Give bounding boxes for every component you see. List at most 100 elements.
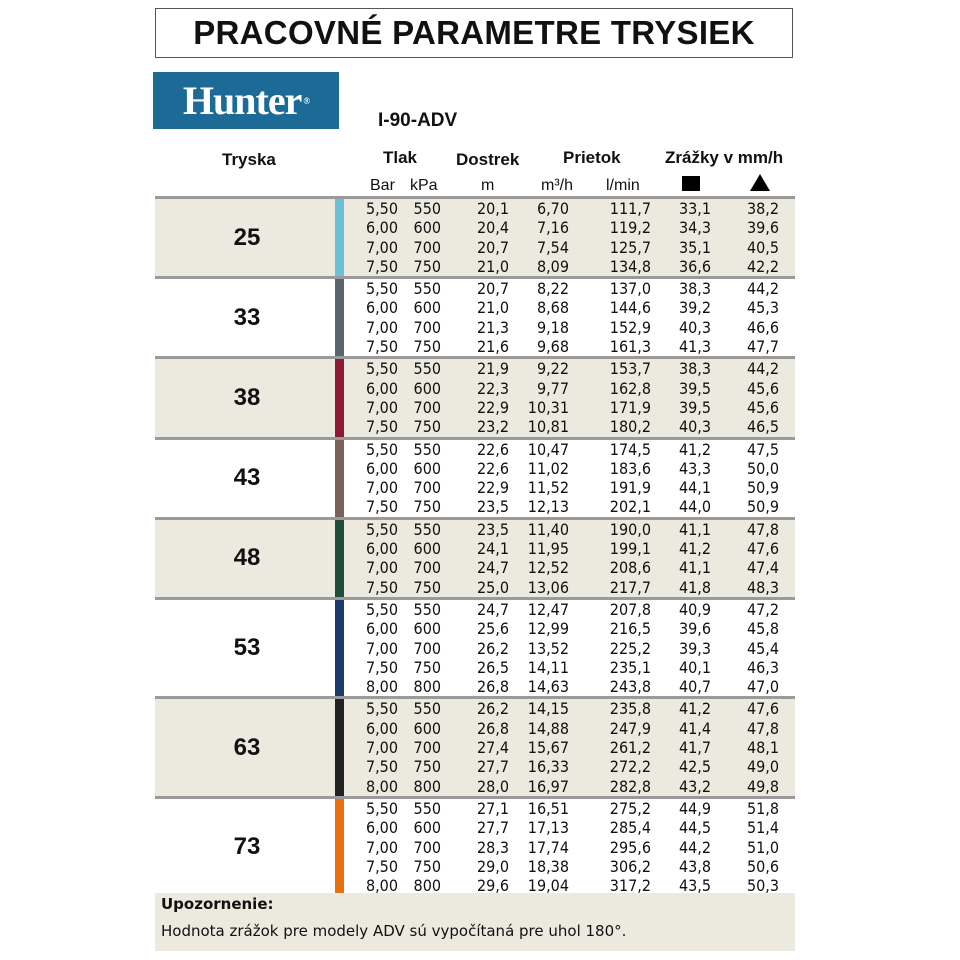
- cell-flow-m3h: 17,13: [527, 818, 569, 838]
- cell-precip-triangle: 42,2: [746, 256, 779, 276]
- cell-kpa: 600: [413, 619, 441, 639]
- cell-precip-square: 44,2: [678, 837, 711, 857]
- cell-flow-lmin: 137,0: [609, 279, 651, 299]
- cell-kpa: 600: [413, 378, 441, 398]
- cell-flow-lmin: 191,9: [609, 478, 651, 498]
- cell-flow-m3h: 11,95: [527, 539, 569, 559]
- cell-precip-triangle: 40,5: [746, 237, 779, 257]
- hunter-logo: Hunter ®: [153, 72, 339, 129]
- cell-precip-triangle: 50,3: [746, 876, 779, 896]
- cell-precip-triangle: 38,2: [746, 199, 779, 218]
- cell-precip-square: 40,9: [678, 599, 711, 619]
- header-pressure: Tlak: [383, 148, 418, 167]
- nozzle-size: 63: [233, 733, 261, 761]
- cell-flow-lmin: 285,4: [609, 818, 651, 838]
- cell-flow-lmin: 119,2: [609, 218, 651, 238]
- cell-flow-m3h: 11,40: [527, 519, 569, 539]
- nozzle-size: 38: [233, 383, 261, 411]
- cell-kpa: 550: [413, 439, 441, 459]
- cell-precip-square: 42,5: [678, 757, 711, 777]
- nozzle-size: 48: [233, 544, 261, 572]
- cell-precip-square: 40,3: [678, 317, 711, 337]
- cell-range-m: 20,7: [476, 279, 509, 299]
- table-row: 7,00 700 21,3 9,18 152,9 40,3 46,6: [155, 318, 795, 337]
- cell-flow-m3h: 10,81: [527, 417, 569, 437]
- cell-range-m: 26,8: [476, 718, 509, 738]
- table-row: 7,50 750 21,6 9,68 161,3 41,3 47,7: [155, 337, 795, 356]
- cell-kpa: 700: [413, 558, 441, 578]
- cell-precip-square: 34,3: [678, 218, 711, 238]
- cell-precip-triangle: 49,8: [746, 776, 779, 796]
- cell-precip-square: 41,1: [678, 519, 711, 539]
- cell-flow-m3h: 16,51: [527, 798, 569, 818]
- cell-flow-lmin: 171,9: [609, 397, 651, 417]
- cell-flow-m3h: 9,22: [536, 359, 569, 379]
- cell-kpa: 600: [413, 218, 441, 238]
- cell-flow-lmin: 111,7: [609, 199, 651, 218]
- table-row: 7,00 700 27,4 15,67 261,2 41,7 48,1: [155, 738, 795, 757]
- cell-precip-triangle: 51,8: [746, 798, 779, 818]
- cell-flow-lmin: 317,2: [609, 876, 651, 896]
- cell-flow-m3h: 8,68: [536, 298, 569, 318]
- cell-bar: 7,50: [365, 417, 398, 437]
- model-name: I-90-ADV: [378, 110, 458, 131]
- cell-range-m: 27,4: [476, 738, 509, 758]
- nozzle-color-bar: [335, 699, 344, 796]
- cell-flow-m3h: 14,63: [527, 677, 569, 697]
- nozzle-group-73: 73 5,50 550 27,1 16,51 275,2 44,9 51,8 6,00 600 27…: [155, 795, 795, 896]
- cell-kpa: 550: [413, 599, 441, 619]
- cell-precip-triangle: 45,3: [746, 298, 779, 318]
- table-row: 5,50 550 20,7 8,22 137,0 38,3 44,2: [155, 279, 795, 298]
- cell-kpa: 550: [413, 699, 441, 719]
- cell-precip-triangle: 47,0: [746, 677, 779, 697]
- cell-bar: 6,00: [365, 619, 398, 639]
- cell-bar: 7,00: [365, 397, 398, 417]
- cell-precip-square: 41,4: [678, 718, 711, 738]
- table-row: 7,00 700 22,9 11,52 191,9 44,1 50,9: [155, 478, 795, 497]
- cell-precip-square: 39,5: [678, 397, 711, 417]
- table-row: 7,50 750 23,2 10,81 180,2 40,3 46,5: [155, 417, 795, 436]
- cell-bar: 8,00: [365, 776, 398, 796]
- cell-precip-triangle: 50,6: [746, 856, 779, 876]
- cell-kpa: 750: [413, 577, 441, 597]
- nozzle-color-bar: [335, 798, 344, 896]
- cell-bar: 6,00: [365, 539, 398, 559]
- cell-precip-square: 40,3: [678, 417, 711, 437]
- cell-flow-lmin: 235,1: [609, 657, 651, 677]
- cell-precip-triangle: 47,8: [746, 718, 779, 738]
- cell-flow-lmin: 295,6: [609, 837, 651, 857]
- cell-flow-lmin: 202,1: [609, 497, 651, 517]
- cell-flow-m3h: 19,04: [527, 876, 569, 896]
- table-row: 7,00 700 20,7 7,54 125,7 35,1 40,5: [155, 238, 795, 257]
- cell-flow-lmin: 190,0: [609, 519, 651, 539]
- cell-flow-m3h: 8,09: [536, 256, 569, 276]
- cell-bar: 5,50: [365, 279, 398, 299]
- cell-range-m: 25,0: [476, 577, 509, 597]
- table-row: 6,00 600 24,1 11,95 199,1 41,2 47,6: [155, 539, 795, 558]
- cell-flow-lmin: 199,1: [609, 539, 651, 559]
- cell-precip-triangle: 45,6: [746, 378, 779, 398]
- cell-flow-m3h: 14,88: [527, 718, 569, 738]
- nozzle-size: 73: [233, 833, 261, 861]
- table-row: 7,50 750 29,0 18,38 306,2 43,8 50,6: [155, 857, 795, 876]
- cell-precip-triangle: 39,6: [746, 218, 779, 238]
- cell-range-m: 29,6: [476, 876, 509, 896]
- table-row: 8,00 800 26,8 14,63 243,8 40,7 47,0: [155, 677, 795, 696]
- cell-precip-triangle: 45,4: [746, 638, 779, 658]
- cell-range-m: 23,5: [476, 519, 509, 539]
- cell-range-m: 20,1: [476, 199, 509, 218]
- cell-precip-triangle: 46,3: [746, 657, 779, 677]
- cell-flow-m3h: 7,54: [536, 237, 569, 257]
- cell-flow-lmin: 207,8: [609, 599, 651, 619]
- cell-range-m: 23,2: [476, 417, 509, 437]
- cell-range-m: 20,7: [476, 237, 509, 257]
- cell-precip-square: 41,2: [678, 439, 711, 459]
- cell-kpa: 700: [413, 478, 441, 498]
- cell-bar: 7,00: [365, 837, 398, 857]
- cell-precip-square: 40,1: [678, 657, 711, 677]
- cell-flow-m3h: 14,15: [527, 699, 569, 719]
- cell-range-m: 22,6: [476, 458, 509, 478]
- cell-range-m: 22,3: [476, 378, 509, 398]
- cell-precip-square: 41,8: [678, 577, 711, 597]
- nozzle-size: 53: [233, 634, 261, 662]
